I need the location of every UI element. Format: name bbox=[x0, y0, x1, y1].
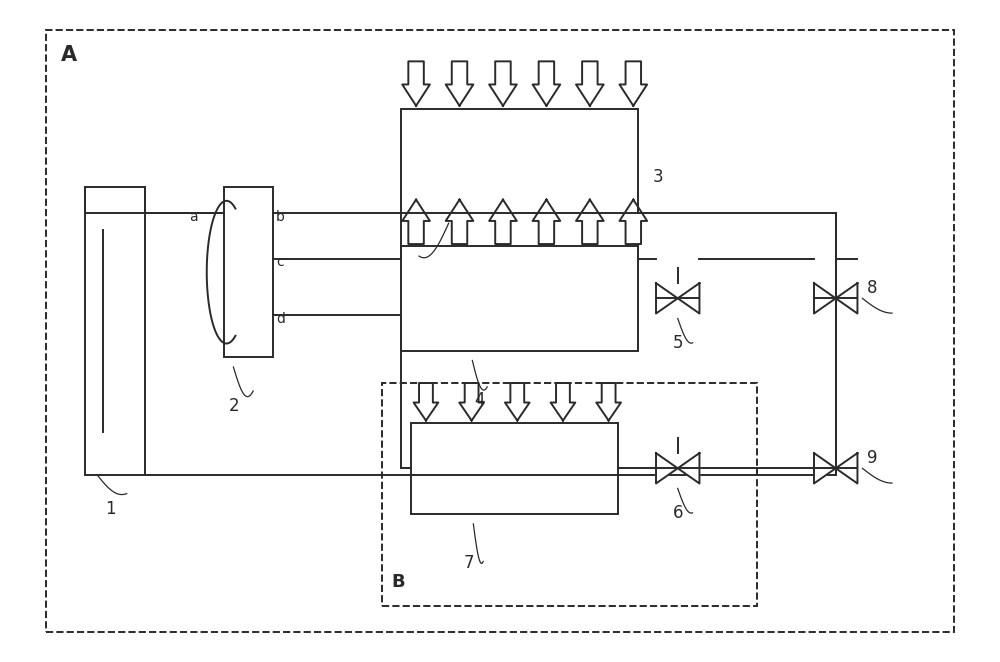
Text: B: B bbox=[391, 573, 405, 591]
Text: 3: 3 bbox=[653, 168, 664, 186]
Text: a: a bbox=[189, 210, 198, 224]
Bar bbox=[411, 422, 618, 514]
Polygon shape bbox=[656, 283, 678, 314]
Bar bbox=[401, 246, 638, 351]
Bar bbox=[401, 109, 638, 213]
Text: 2: 2 bbox=[228, 397, 239, 416]
Text: 4: 4 bbox=[474, 391, 485, 409]
Polygon shape bbox=[678, 453, 699, 483]
Text: 5: 5 bbox=[673, 334, 683, 352]
Polygon shape bbox=[656, 453, 678, 483]
Text: 9: 9 bbox=[867, 449, 878, 467]
Polygon shape bbox=[814, 283, 836, 314]
Polygon shape bbox=[836, 283, 857, 314]
Bar bbox=[382, 383, 757, 606]
Bar bbox=[224, 187, 273, 357]
Text: 7: 7 bbox=[463, 554, 474, 573]
Text: 6: 6 bbox=[673, 504, 683, 522]
Text: 1: 1 bbox=[105, 500, 116, 518]
Text: A: A bbox=[61, 45, 77, 65]
Bar bbox=[85, 187, 145, 475]
Polygon shape bbox=[836, 453, 857, 483]
Polygon shape bbox=[814, 453, 836, 483]
Text: b: b bbox=[276, 210, 285, 224]
Text: 8: 8 bbox=[867, 279, 878, 297]
Text: d: d bbox=[276, 312, 285, 326]
Polygon shape bbox=[678, 283, 699, 314]
Text: c: c bbox=[276, 256, 283, 269]
